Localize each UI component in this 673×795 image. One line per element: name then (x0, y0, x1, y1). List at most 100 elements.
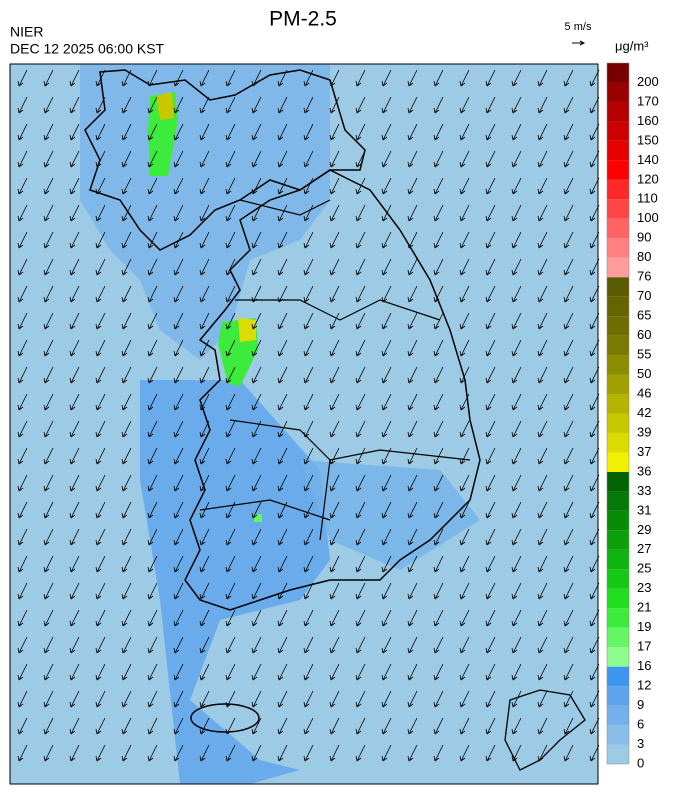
wind-arrow (147, 501, 158, 519)
wind-arrow (121, 96, 132, 114)
colorbar-label: 150 (637, 132, 659, 147)
wind-arrow (433, 366, 444, 384)
colorbar-label: 3 (637, 736, 644, 751)
colorbar-label: 170 (637, 93, 659, 108)
wind-arrow (43, 609, 54, 627)
wind-arrow (485, 69, 496, 87)
pm-hotspot (156, 92, 174, 120)
colorbar-label: 100 (637, 210, 659, 225)
wind-arrow (381, 609, 392, 627)
wind-arrow (355, 258, 366, 276)
wind-arrow (303, 231, 314, 249)
wind-arrow (173, 555, 184, 573)
wind-arrow (537, 420, 548, 438)
wind-arrow (17, 474, 28, 492)
wind-arrow (563, 366, 574, 384)
wind-arrow (173, 177, 184, 195)
wind-arrow (511, 258, 522, 276)
wind-arrow (485, 339, 496, 357)
wind-arrow (251, 204, 262, 222)
wind-arrow (537, 609, 548, 627)
wind-arrow (69, 177, 80, 195)
wind-arrow (433, 447, 444, 465)
colorbar-segment (607, 394, 629, 414)
colorbar-segment (607, 510, 629, 531)
wind-arrow (511, 663, 522, 681)
wind-arrow (381, 663, 392, 681)
wind-arrow (433, 744, 444, 762)
wind-arrow (121, 663, 132, 681)
wind-arrow (485, 690, 496, 708)
wind-arrow (147, 393, 158, 411)
wind-arrow (17, 582, 28, 600)
wind-arrow (563, 501, 574, 519)
wind-arrow (329, 663, 340, 681)
wind-arrow (277, 339, 288, 357)
wind-arrow (121, 339, 132, 357)
wind-arrow (199, 420, 210, 438)
colorbar-segment (607, 608, 629, 628)
wind-arrow (407, 744, 418, 762)
wind-arrow (303, 690, 314, 708)
coastline (184, 169, 481, 611)
wind-arrow (303, 339, 314, 357)
wind-arrow (537, 231, 548, 249)
wind-arrow (69, 96, 80, 114)
wind-arrow (199, 717, 210, 735)
wind-arrow (459, 528, 470, 546)
wind-arrow (147, 717, 158, 735)
wind-arrow (329, 96, 340, 114)
wind-arrow (511, 150, 522, 168)
wind-arrow (43, 231, 54, 249)
wind-arrow (537, 636, 548, 654)
wind-arrow (407, 663, 418, 681)
wind-arrow (485, 258, 496, 276)
wind-arrow (277, 312, 288, 330)
colorbar-segment (607, 63, 629, 83)
wind-arrow (459, 501, 470, 519)
wind-arrow (225, 744, 236, 762)
wind-arrow (277, 744, 288, 762)
wind-arrow (147, 69, 158, 87)
wind-arrow (303, 69, 314, 87)
colorbar-label: 50 (637, 366, 651, 381)
wind-arrow (95, 555, 106, 573)
wind-arrow (485, 366, 496, 384)
wind-arrow (225, 447, 236, 465)
pm-area (140, 380, 330, 784)
wind-arrow (69, 258, 80, 276)
wind-arrow (173, 609, 184, 627)
wind-arrow (69, 447, 80, 465)
wind-arrow (329, 528, 340, 546)
wind-arrow (121, 231, 132, 249)
wind-arrow (277, 366, 288, 384)
wind-arrow (303, 366, 314, 384)
wind-arrow (225, 501, 236, 519)
wind-arrow (43, 474, 54, 492)
wind-arrow (459, 231, 470, 249)
wind-arrow (173, 501, 184, 519)
wind-arrow (17, 690, 28, 708)
wind-arrow (225, 258, 236, 276)
wind-arrow (537, 447, 548, 465)
wind-arrow (329, 420, 340, 438)
wind-arrow (43, 366, 54, 384)
wind-arrow (485, 717, 496, 735)
wind-arrow (459, 258, 470, 276)
wind-arrow (147, 474, 158, 492)
wind-arrow (277, 609, 288, 627)
wind-arrow (225, 96, 236, 114)
colorbar-segment (607, 452, 629, 472)
colorbar-segment (607, 588, 629, 609)
wind-arrow (17, 744, 28, 762)
wind-arrow (251, 312, 262, 330)
wind-arrow (95, 96, 106, 114)
wind-arrow (17, 663, 28, 681)
wind-arrow (537, 312, 548, 330)
wind-arrow (95, 150, 106, 168)
wind-arrow (485, 285, 496, 303)
wind-arrow (173, 744, 184, 762)
wind-arrow (329, 231, 340, 249)
wind-arrow (69, 285, 80, 303)
wind-arrow (537, 744, 548, 762)
